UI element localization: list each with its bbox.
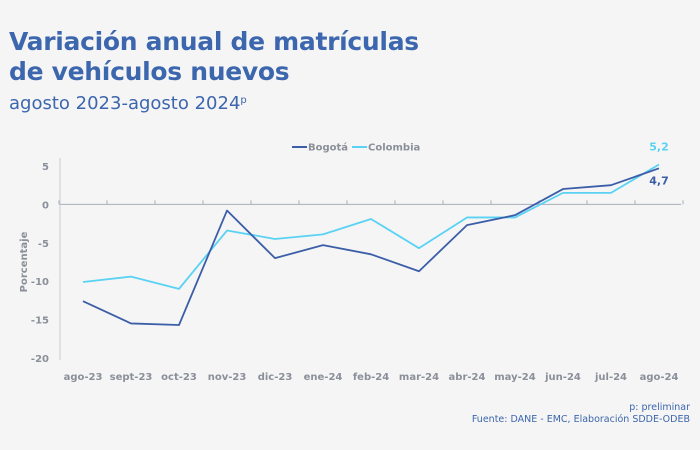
x-tick-label: jun-24 [544, 372, 581, 383]
data-label-bogotá: 4,7 [649, 174, 669, 187]
series-line-bogotá [82, 167, 660, 326]
data-label-colombia: 5,2 [649, 140, 669, 153]
x-tick-label: dic-23 [258, 372, 293, 383]
preliminary-note: p: preliminar [629, 402, 690, 413]
y-tick-label: -15 [31, 316, 49, 327]
x-axis: ago-23 sept-23 oct-23 nov-23 dic-23 ene-24 feb… [58, 200, 684, 383]
chart-title: Variación anual de matrículas de vehícul… [9, 27, 419, 87]
x-tick-label: ene-24 [304, 372, 343, 383]
y-tick-label: -5 [38, 239, 49, 250]
y-axis: 5 0 -5 -10 -15 -20 [31, 158, 61, 365]
x-tick-label: mar-24 [399, 372, 439, 383]
y-tick-label: -20 [31, 354, 49, 365]
x-tick-label: jul-24 [594, 372, 627, 383]
x-tick-label: abr-24 [449, 372, 486, 383]
y-tick-label: 0 [42, 200, 49, 211]
title-line-1: Variación anual de matrículas [9, 27, 419, 56]
legend-label: Bogotá [308, 142, 348, 154]
title-line-2: de vehículos nuevos [9, 57, 290, 86]
source-note: Fuente: DANE - EMC, Elaboración SDDE-ODE… [471, 414, 690, 425]
x-tick-label: sept-23 [110, 372, 153, 383]
x-tick-label: nov-23 [208, 372, 247, 383]
legend: Bogotá Colombia [292, 142, 420, 154]
x-tick-label: oct-23 [161, 372, 197, 383]
series-line-colombia [82, 163, 660, 290]
subtitle-text: agosto 2023-agosto 2024 [9, 93, 241, 114]
subtitle-superscript: p [240, 95, 247, 106]
x-tick-label: ago-23 [64, 372, 103, 383]
y-tick-label: -10 [31, 277, 49, 288]
y-tick-label: 5 [42, 162, 49, 173]
y-axis-label: Porcentaje [19, 231, 30, 292]
chart-subtitle: agosto 2023-agosto 2024p [9, 93, 247, 114]
annotations: 5,2 4,7 [649, 140, 669, 187]
series-lines [82, 163, 660, 326]
x-tick-label: feb-24 [353, 372, 389, 383]
x-tick-label: ago-24 [640, 372, 679, 383]
x-tick-label: may-24 [494, 372, 535, 383]
legend-label: Colombia [368, 143, 420, 154]
